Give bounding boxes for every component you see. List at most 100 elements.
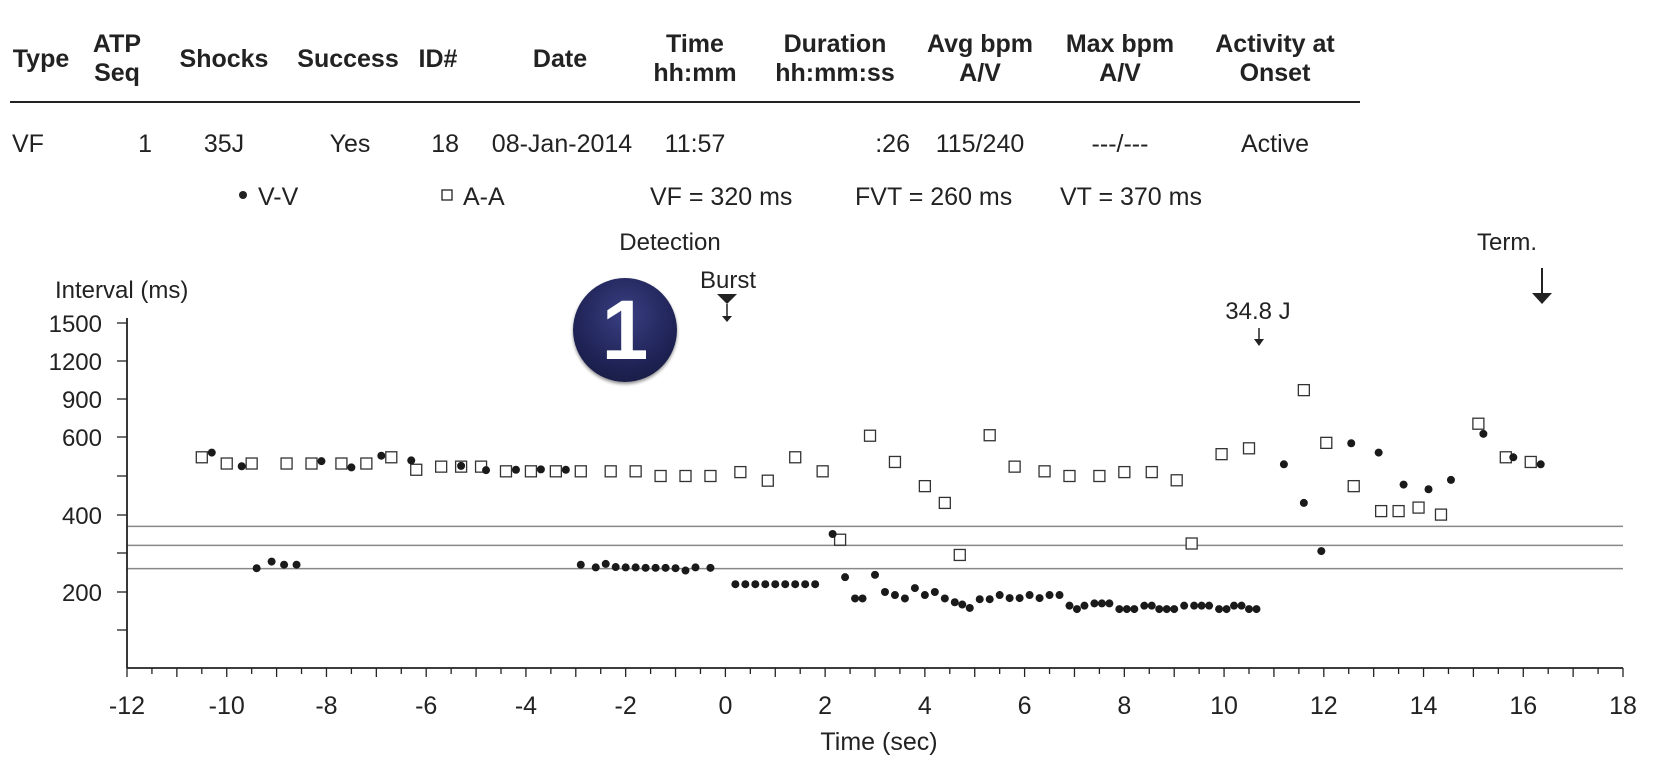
aa-point bbox=[918, 479, 932, 493]
annotation-shock-energy: 34.8 J bbox=[1225, 298, 1290, 325]
aa-point bbox=[734, 465, 747, 479]
header-atp-seq: ATP Seq bbox=[92, 30, 142, 87]
header-time: Time hh:mm bbox=[653, 30, 737, 87]
cell-date: 08-Jan-2014 bbox=[491, 130, 633, 158]
y-tick-label: 1200 bbox=[49, 349, 102, 376]
vv-point bbox=[965, 603, 974, 612]
aa-point bbox=[761, 474, 774, 487]
aa-point bbox=[220, 457, 233, 470]
legend-aa-label: A-A bbox=[463, 183, 505, 211]
vv-point bbox=[1299, 498, 1308, 507]
vv-point bbox=[1222, 605, 1231, 614]
vv-point bbox=[631, 563, 640, 572]
aa-point bbox=[1215, 448, 1228, 461]
aa-point bbox=[549, 465, 563, 478]
vv-point bbox=[940, 594, 949, 603]
vv-series bbox=[207, 429, 1545, 614]
vv-point bbox=[741, 580, 750, 589]
header-duration: Duration hh:mm:ss bbox=[775, 30, 895, 87]
aa-point bbox=[654, 469, 667, 483]
x-tick-label: 8 bbox=[1117, 692, 1131, 720]
vv-point bbox=[1015, 594, 1024, 603]
cell-max-bpm: ---/--- bbox=[1091, 130, 1149, 158]
vv-point bbox=[1205, 601, 1214, 610]
vv-point bbox=[841, 573, 850, 582]
aa-point bbox=[499, 465, 513, 478]
vv-point bbox=[601, 559, 610, 568]
vv-point bbox=[1252, 605, 1261, 614]
vv-point bbox=[207, 448, 216, 457]
aa-series bbox=[195, 383, 1537, 562]
aa-point bbox=[938, 496, 951, 510]
aa-point bbox=[629, 465, 642, 478]
header-divider bbox=[10, 101, 1360, 103]
shock-arrow bbox=[1254, 328, 1264, 346]
term-arrow bbox=[1532, 268, 1552, 304]
x-tick-label: 14 bbox=[1410, 692, 1438, 720]
vv-point bbox=[1446, 475, 1455, 484]
vv-point bbox=[407, 456, 416, 465]
vv-point bbox=[641, 563, 650, 572]
vv-point bbox=[706, 563, 715, 572]
vv-point bbox=[661, 563, 670, 572]
x-tick-label: 18 bbox=[1609, 692, 1637, 720]
legend-aa-marker bbox=[441, 189, 453, 201]
vv-point bbox=[681, 566, 690, 575]
vv-point bbox=[995, 591, 1004, 600]
vv-point bbox=[1180, 601, 1189, 610]
burst-arrow bbox=[722, 304, 732, 322]
aa-point bbox=[1063, 469, 1076, 483]
aa-point bbox=[1434, 508, 1448, 521]
x-tick-label: 6 bbox=[1018, 692, 1032, 720]
aa-point bbox=[983, 429, 996, 442]
axes: -12 -10 -8 -6 -4 -2 0 2 4 6 8 10 12 14 16 18 1500 1200 900… bbox=[49, 311, 1637, 720]
aa-point bbox=[833, 533, 847, 546]
header-success: Success bbox=[297, 45, 399, 73]
y-axis-label: Interval (ms) bbox=[55, 277, 188, 304]
vv-point bbox=[910, 584, 919, 593]
vv-point bbox=[651, 563, 660, 572]
aa-point bbox=[863, 429, 877, 442]
y-tick-label: 1500 bbox=[49, 311, 102, 338]
vv-point bbox=[611, 563, 620, 572]
vv-point bbox=[1479, 429, 1488, 438]
vv-point bbox=[591, 563, 600, 572]
vv-point bbox=[1090, 599, 1099, 608]
legend-vv-marker bbox=[239, 191, 247, 199]
vv-point bbox=[691, 563, 700, 572]
vv-point bbox=[771, 580, 780, 589]
x-tick-label: 0 bbox=[718, 692, 732, 720]
annotation-detection: Detection bbox=[619, 229, 720, 256]
vv-point bbox=[1097, 599, 1106, 608]
vv-point bbox=[482, 466, 491, 475]
annotation-burst: Burst bbox=[700, 267, 756, 294]
vv-point bbox=[828, 530, 837, 538]
aa-point bbox=[1185, 537, 1198, 550]
vv-point bbox=[1536, 460, 1545, 469]
cell-success: Yes bbox=[329, 130, 371, 158]
vv-point bbox=[347, 463, 356, 472]
aa-point bbox=[1392, 504, 1405, 518]
aa-point bbox=[305, 457, 318, 470]
aa-point bbox=[1412, 501, 1425, 514]
vv-point bbox=[975, 595, 984, 604]
vv-point bbox=[671, 564, 680, 573]
vv-point bbox=[252, 564, 261, 573]
x-tick-label: 10 bbox=[1210, 692, 1238, 720]
x-tick-label: -12 bbox=[109, 692, 145, 720]
aa-point bbox=[1297, 383, 1311, 397]
cell-shocks: 35J bbox=[203, 130, 245, 158]
cell-atp-seq: 1 bbox=[138, 130, 152, 158]
aa-point bbox=[435, 460, 448, 473]
x-tick-label: 16 bbox=[1509, 692, 1537, 720]
vv-point bbox=[1170, 605, 1179, 614]
vv-point bbox=[267, 557, 276, 566]
vv-point bbox=[781, 580, 790, 589]
aa-point bbox=[604, 465, 617, 478]
aa-point bbox=[953, 548, 966, 562]
vv-point bbox=[851, 594, 860, 603]
vt-zone-label: VT = 370 ms bbox=[1060, 183, 1202, 211]
vv-point bbox=[561, 465, 570, 474]
aa-point bbox=[1008, 460, 1021, 473]
vv-point bbox=[751, 580, 760, 589]
